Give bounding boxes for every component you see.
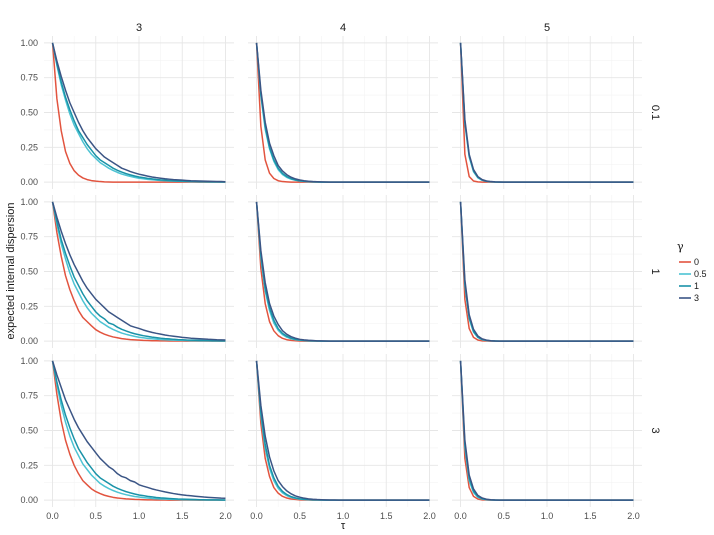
- x-tick-label: 0.5: [294, 511, 307, 521]
- series-line-gamma-3: [51, 42, 226, 183]
- legend-label: 0: [694, 257, 699, 267]
- panel-5-3: [452, 354, 642, 507]
- column-facet-label: 4: [340, 22, 346, 34]
- panel-3-0.1: [44, 36, 234, 189]
- legend-label: 3: [694, 293, 699, 303]
- row-facet-label: 3: [649, 427, 661, 433]
- panels-layer: [44, 36, 642, 507]
- series-line-gamma-3: [459, 42, 634, 183]
- panel-4-1: [248, 195, 438, 348]
- y-tick-label: 0.25: [20, 142, 38, 152]
- series-line-gamma-3: [459, 201, 634, 342]
- series-line-gamma-3: [255, 201, 430, 342]
- column-facet-label: 3: [136, 22, 142, 34]
- panel-3-1: [44, 195, 234, 348]
- series-line-gamma-3: [51, 360, 226, 500]
- x-tick-label: 0.5: [498, 511, 511, 521]
- series-line-gamma-3: [255, 42, 430, 183]
- x-tick-label: 1.5: [380, 511, 393, 521]
- y-tick-label: 0.75: [20, 391, 38, 401]
- y-axis-title: expected internal dispersion: [5, 203, 17, 340]
- x-tick-label: 0.0: [454, 511, 467, 521]
- y-tick-label: 0.50: [20, 267, 38, 277]
- x-tick-label: 0.0: [46, 511, 59, 521]
- legend-label: 1: [694, 281, 699, 291]
- legend-label: 0.5: [694, 269, 707, 279]
- y-tick-label: 0.00: [20, 177, 38, 187]
- y-tick-label: 0.50: [20, 426, 38, 436]
- y-tick-label: 0.25: [20, 301, 38, 311]
- y-tick-label: 1.00: [20, 197, 38, 207]
- x-tick-label: 1.5: [176, 511, 189, 521]
- y-tick-label: 1.00: [20, 38, 38, 48]
- panel-5-0.1: [452, 36, 642, 189]
- y-tick-label: 0.00: [20, 336, 38, 346]
- series-line-gamma-1: [51, 360, 226, 501]
- axis-ticks: 0.000.250.500.751.000.000.250.500.751.00…: [20, 38, 639, 521]
- x-tick-label: 1.0: [541, 511, 554, 521]
- y-tick-label: 0.50: [20, 108, 38, 118]
- y-tick-label: 0.25: [20, 460, 38, 470]
- panel-4-3: [248, 354, 438, 507]
- y-tick-label: 0.75: [20, 73, 38, 83]
- legend-title: γ: [677, 240, 684, 253]
- x-tick-label: 1.0: [337, 511, 350, 521]
- panel-5-1: [452, 195, 642, 348]
- x-tick-label: 1.5: [584, 511, 597, 521]
- column-facet-label: 5: [544, 22, 550, 34]
- y-tick-label: 1.00: [20, 356, 38, 366]
- facet-strips: 3 4 5 0.1 1 3: [136, 22, 661, 434]
- panel-4-0.1: [248, 36, 438, 189]
- x-tick-label: 2.0: [423, 511, 436, 521]
- series-line-gamma-3: [459, 360, 634, 501]
- legend: γ 0 0.5 1 3: [677, 240, 707, 303]
- series-line-gamma-3: [51, 201, 226, 341]
- series-line-gamma-3: [255, 360, 430, 501]
- x-tick-label: 0.0: [250, 511, 263, 521]
- panel-3-3: [44, 354, 234, 507]
- row-facet-label: 1: [649, 268, 661, 274]
- x-tick-label: 0.5: [90, 511, 103, 521]
- y-tick-label: 0.75: [20, 232, 38, 242]
- row-facet-label: 0.1: [649, 105, 661, 120]
- x-axis-title: τ: [341, 520, 346, 532]
- x-tick-label: 2.0: [627, 511, 640, 521]
- x-tick-label: 2.0: [219, 511, 232, 521]
- series-line-gamma-1: [51, 201, 226, 342]
- x-tick-label: 1.0: [133, 511, 146, 521]
- y-tick-label: 0.00: [20, 495, 38, 505]
